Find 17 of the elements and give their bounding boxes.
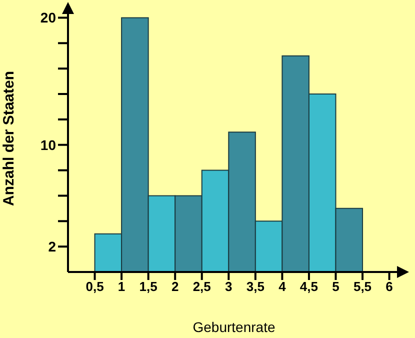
x-axis-title: Geburtenrate (192, 319, 276, 335)
x-tick-label: 3,5 (246, 279, 264, 294)
x-tick-label: 4,5 (300, 279, 318, 294)
x-tick-label: 5 (332, 279, 340, 294)
x-tick-label: 4 (278, 279, 287, 294)
x-tick-label: 2,5 (192, 279, 211, 294)
x-tick-label: 0,5 (86, 279, 104, 294)
x-tick-label: 5,5 (353, 279, 372, 294)
x-tick-label: 3 (225, 279, 232, 294)
x-tick-label: 1 (118, 279, 126, 294)
y-tick-label: 10 (40, 136, 56, 153)
x-tick-label: 1,5 (139, 279, 158, 294)
y-tick-label: 20 (40, 10, 56, 26)
x-tick-label: 6 (386, 279, 393, 294)
x-tick-label: 2 (171, 279, 179, 294)
y-axis-title: Anzahl der Staaten (0, 70, 18, 206)
y-tick-label: 2 (48, 238, 56, 255)
